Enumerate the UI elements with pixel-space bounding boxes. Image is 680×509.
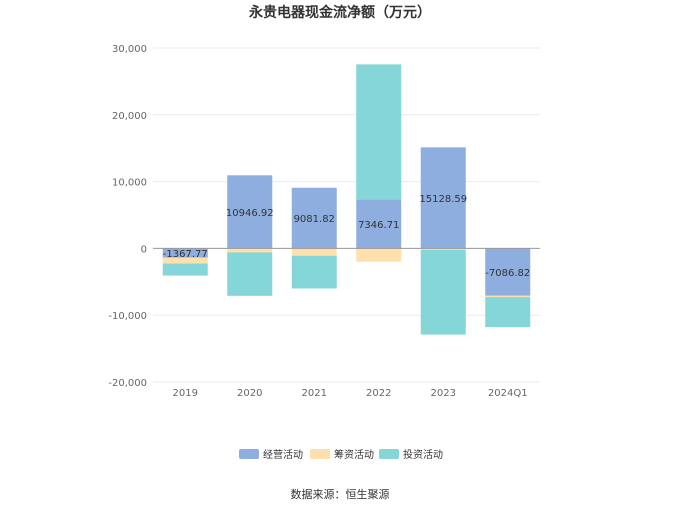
bar-筹资活动-2019[interactable] (162, 257, 208, 264)
grid-lines (153, 47, 540, 383)
bar-投资活动-2020[interactable] (227, 252, 273, 296)
legend-item-经营活动[interactable]: 经营活动 (239, 448, 303, 461)
y-tick-label: -10,000 (108, 311, 147, 322)
bars (162, 64, 531, 335)
data-label: 9081.82 (294, 214, 335, 225)
x-tick-label: 2023 (431, 388, 456, 399)
legend[interactable]: 经营活动 筹资活动 投资活动 (239, 448, 443, 461)
source-note: 数据来源：恒生聚源 (291, 487, 390, 501)
x-tick-label: 2020 (237, 388, 262, 399)
bar-筹资活动-2024Q1[interactable] (485, 295, 531, 298)
bar-筹资活动-2023[interactable] (420, 248, 466, 250)
x-tick-label: 2024Q1 (488, 388, 528, 399)
x-tick-label: 2022 (366, 388, 391, 399)
y-tick-label: 20,000 (112, 111, 147, 122)
bar-投资活动-2024Q1[interactable] (485, 297, 531, 328)
legend-item-筹资活动[interactable]: 筹资活动 (310, 448, 374, 461)
data-label: -1367.77 (163, 249, 208, 260)
bar-筹资活动-2022[interactable] (356, 248, 402, 262)
bar-经营活动-2021[interactable] (291, 187, 337, 249)
legend-item-投资活动[interactable]: 投资活动 (379, 448, 443, 461)
bar-经营活动-2023[interactable] (420, 147, 466, 249)
y-axis: 30,000 20,000 10,000 0 -10,000 -20,000 (108, 44, 147, 389)
x-axis: 2019 2020 2021 2022 2023 2024Q1 (173, 388, 528, 399)
data-label: 7346.71 (358, 220, 399, 231)
bar-经营活动-2024Q1[interactable] (485, 248, 531, 296)
data-label: -7086.82 (485, 268, 530, 279)
bar-经营活动-2020[interactable] (227, 175, 273, 249)
data-labels: -1367.77 10946.92 9081.82 7346.71 15128.59 -7… (163, 194, 530, 279)
legend-label: 经营活动 (263, 448, 303, 461)
y-tick-label: 10,000 (112, 178, 147, 189)
bar-投资活动-2021[interactable] (291, 255, 337, 289)
data-label: 10946.92 (226, 208, 274, 219)
legend-swatch (310, 449, 330, 459)
y-tick-label: 30,000 (112, 44, 147, 55)
x-tick-label: 2019 (173, 388, 198, 399)
y-tick-label: -20,000 (108, 378, 147, 389)
legend-swatch (379, 449, 399, 459)
legend-label: 筹资活动 (334, 448, 374, 461)
bar-投资活动-2019[interactable] (162, 263, 208, 276)
x-tick-label: 2021 (302, 388, 327, 399)
chart-title: 永贵电器现金流净额（万元） (248, 4, 431, 21)
data-label: 15128.59 (419, 194, 467, 205)
legend-swatch (239, 449, 259, 459)
y-tick-label: 0 (141, 244, 147, 255)
bar-经营活动-2022[interactable] (356, 199, 402, 249)
bar-筹资活动-2021[interactable] (291, 248, 337, 256)
bar-投资活动-2023[interactable] (420, 249, 466, 335)
bar-筹资活动-2020[interactable] (227, 248, 273, 253)
bar-投资活动-2022[interactable] (356, 64, 402, 200)
legend-label: 投资活动 (403, 448, 443, 461)
bar-经营活动-2019[interactable] (162, 248, 208, 258)
